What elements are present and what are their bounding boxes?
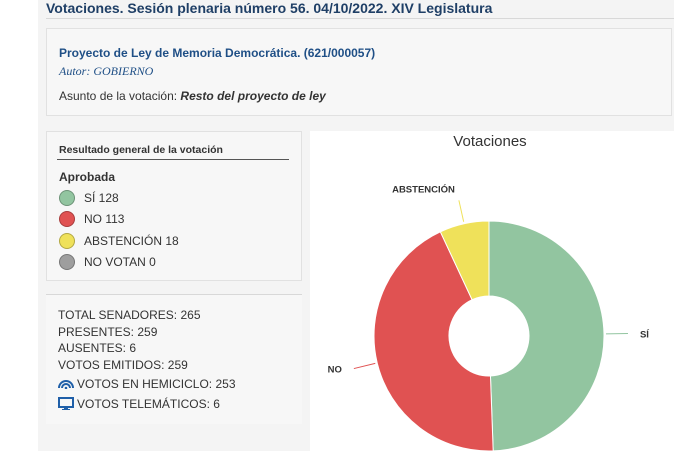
- chart-title: Votaciones: [453, 133, 527, 150]
- result-status: Aprobada: [59, 170, 116, 184]
- legend-dot: [59, 233, 75, 249]
- legend-label: SÍ 128: [84, 191, 119, 205]
- legend-label: NO 113: [84, 212, 125, 226]
- result-panel: Resultado general de la votación Aprobad…: [46, 131, 302, 281]
- vote-subject-value: Resto del proyecto de ley: [180, 89, 326, 103]
- votos-telematicos-label: VOTOS TELEMÁTICOS: 6: [77, 397, 220, 412]
- slice-label-no: NO: [328, 365, 342, 376]
- legend-label: NO VOTAN 0: [84, 255, 156, 269]
- totals-panel: TOTAL SENADORES: 265 PRESENTES: 259 AUSE…: [46, 294, 302, 424]
- result-heading: Resultado general de la votación: [59, 144, 223, 156]
- vote-chart: Votaciones SÍ NO ABSTENCIÓN: [310, 131, 674, 451]
- votos-emitidos: VOTOS EMITIDOS: 259: [58, 358, 188, 372]
- slice-label-si: SÍ: [640, 329, 649, 340]
- monitor-icon: [58, 397, 74, 413]
- legend-dot: [59, 211, 75, 227]
- votos-hemiciclo: VOTOS EN HEMICICLO: 253: [58, 377, 236, 392]
- legend-item-abstencion: ABSTENCIÓN 18: [59, 231, 179, 251]
- pie-slice-no[interactable]: [373, 231, 494, 451]
- legend-label: ABSTENCIÓN 18: [84, 234, 179, 248]
- legend-item-no-votan: NO VOTAN 0: [59, 252, 156, 272]
- pie-slice-abstencion[interactable]: [439, 220, 490, 301]
- project-panel: Proyecto de Ley de Memoria Democrática. …: [46, 28, 672, 116]
- legend-dot: [59, 254, 75, 270]
- project-author: Autor: GOBIERNO: [59, 64, 154, 78]
- project-link[interactable]: Proyecto de Ley de Memoria Democrática. …: [59, 46, 376, 60]
- page-title: Votaciones. Sesión plenaria número 56. 0…: [46, 0, 493, 16]
- legend-item-no: NO 113: [59, 209, 124, 229]
- votos-hemiciclo-label: VOTOS EN HEMICICLO: 253: [77, 377, 236, 391]
- vote-subject: Asunto de la votación: Resto del proyect…: [59, 89, 326, 103]
- title-divider: [46, 18, 674, 19]
- result-divider: [57, 159, 289, 160]
- presentes: PRESENTES: 259: [58, 325, 158, 339]
- votos-telematicos: VOTOS TELEMÁTICOS: 6: [58, 397, 220, 413]
- leader-line-no: [353, 362, 376, 370]
- leader-line-abstencion: [458, 200, 465, 222]
- slice-label-abstencion: ABSTENCIÓN: [392, 183, 455, 195]
- donut-chart: SÍ NO ABSTENCIÓN: [328, 183, 649, 451]
- hemicycle-icon: [58, 377, 74, 392]
- ausentes: AUSENTES: 6: [58, 341, 137, 355]
- legend-dot: [59, 190, 75, 206]
- legend-item-si: SÍ 128: [59, 188, 119, 208]
- pie-slice-si[interactable]: [488, 220, 605, 451]
- vote-subject-label: Asunto de la votación:: [59, 89, 178, 103]
- total-senadores: TOTAL SENADORES: 265: [58, 308, 201, 322]
